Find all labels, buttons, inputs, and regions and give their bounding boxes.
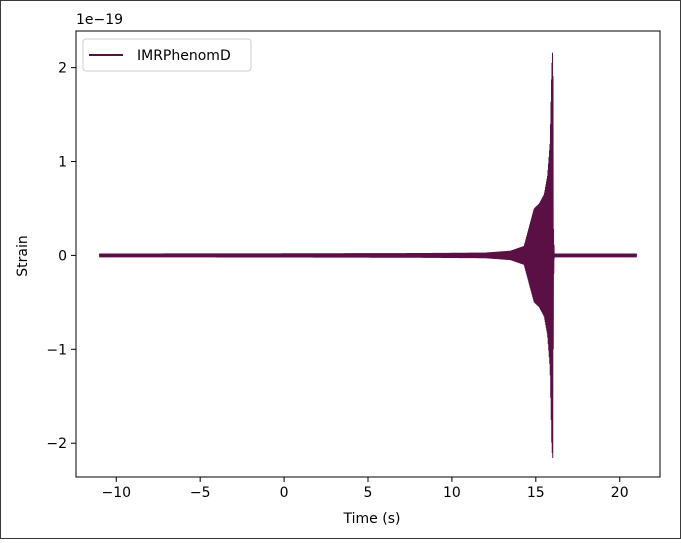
x-tick-label: 20 xyxy=(611,485,629,501)
x-axis-label: Time (s) xyxy=(343,511,401,527)
y-offset-label: 1e−19 xyxy=(76,12,123,28)
y-tick-label: 1 xyxy=(58,155,67,171)
legend-label: IMRPhenomD xyxy=(137,48,231,64)
y-tick-label: −2 xyxy=(46,436,67,452)
legend: IMRPhenomD xyxy=(82,38,252,72)
y-tick-label: −1 xyxy=(46,342,67,358)
x-tick-label: 5 xyxy=(364,485,373,501)
legend-box xyxy=(82,38,252,72)
x-tick-label: 10 xyxy=(443,485,461,501)
x-tick-label: −10 xyxy=(102,485,132,501)
y-axis-label: Strain xyxy=(15,235,31,276)
y-tick-label: 2 xyxy=(58,61,67,77)
x-tick-label: 0 xyxy=(280,485,289,501)
y-tick-label: 0 xyxy=(58,248,67,264)
x-tick-label: −5 xyxy=(190,485,211,501)
x-tick-label: 15 xyxy=(527,485,545,501)
imrphenomd-waveform xyxy=(98,52,637,459)
